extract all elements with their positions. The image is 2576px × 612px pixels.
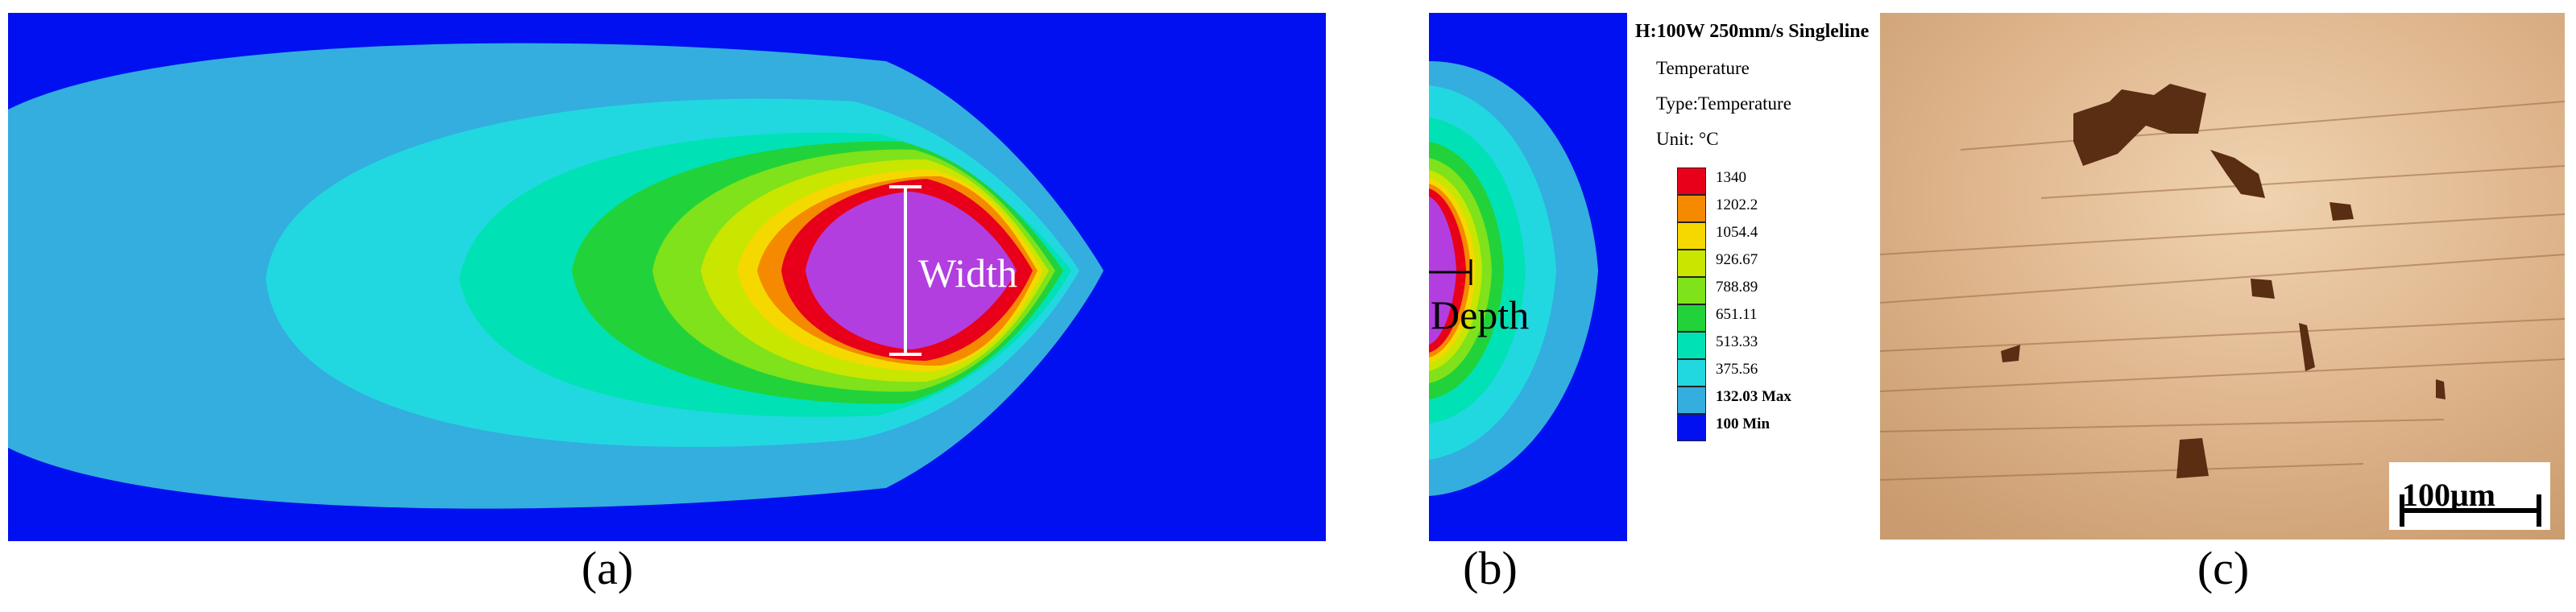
legend-type: Type:Temperature — [1656, 93, 1791, 114]
legend-swatch-926 — [1677, 250, 1706, 277]
legend-tick-label: 513.33 — [1716, 333, 1758, 350]
scratch-lines — [1880, 101, 2565, 481]
legend-tick-label: 788.89 — [1716, 279, 1758, 296]
pore — [2330, 202, 2354, 221]
pore — [2176, 438, 2209, 478]
pore — [2073, 84, 2206, 166]
legend-swatch-651 — [1677, 304, 1706, 332]
legend-swatch-1340 — [1677, 167, 1706, 195]
legend-quantity: Temperature — [1656, 58, 1750, 78]
legend-swatch-1054 — [1677, 222, 1706, 250]
pore — [2210, 150, 2265, 198]
legend-swatch-min — [1677, 414, 1706, 441]
legend-title: H:100W 250mm/s Singleline — [1635, 21, 1870, 42]
legend-swatch-513 — [1677, 332, 1706, 359]
caption-c: (c) — [2197, 542, 2250, 594]
pore — [2436, 379, 2446, 399]
thermal-top-view: Width — [8, 13, 1326, 541]
micrograph: 100μm — [1880, 13, 2565, 540]
micrograph-surface — [1880, 13, 2565, 540]
legend-tick-label: 1202.2 — [1716, 196, 1758, 213]
legend-tick-label: 1340 — [1716, 169, 1746, 186]
melt-pool — [1429, 196, 1456, 345]
legend-swatch-max — [1677, 387, 1706, 414]
legend-tick-label: 375.56 — [1716, 361, 1758, 378]
pore — [2251, 279, 2275, 299]
legend-tick-label: 132.03 Max — [1716, 388, 1791, 405]
legend-tick-label: 100 Min — [1716, 416, 1770, 432]
caption-a: (a) — [581, 542, 634, 594]
melt-pool — [806, 192, 1017, 349]
pores — [2001, 84, 2446, 478]
scale-bar-background — [2389, 462, 2550, 530]
legend-unit: Unit: °C — [1656, 129, 1719, 149]
scale-bar-label: 100μm — [2402, 477, 2495, 513]
legend-swatch-788 — [1677, 277, 1706, 304]
depth-label: Depth — [1431, 292, 1529, 337]
legend-swatch-1202 — [1677, 195, 1706, 222]
legend-tick-label: 1054.4 — [1716, 224, 1758, 241]
legend-tick-label: 651.11 — [1716, 306, 1758, 323]
width-label: Width — [918, 250, 1017, 296]
caption-b: (b) — [1463, 542, 1518, 594]
legend-tick-label: 926.67 — [1716, 251, 1758, 268]
legend-swatch-375 — [1677, 359, 1706, 387]
pore — [2299, 323, 2315, 371]
pore — [2001, 345, 2020, 362]
thermal-cross-section: Depth — [1429, 13, 1627, 541]
